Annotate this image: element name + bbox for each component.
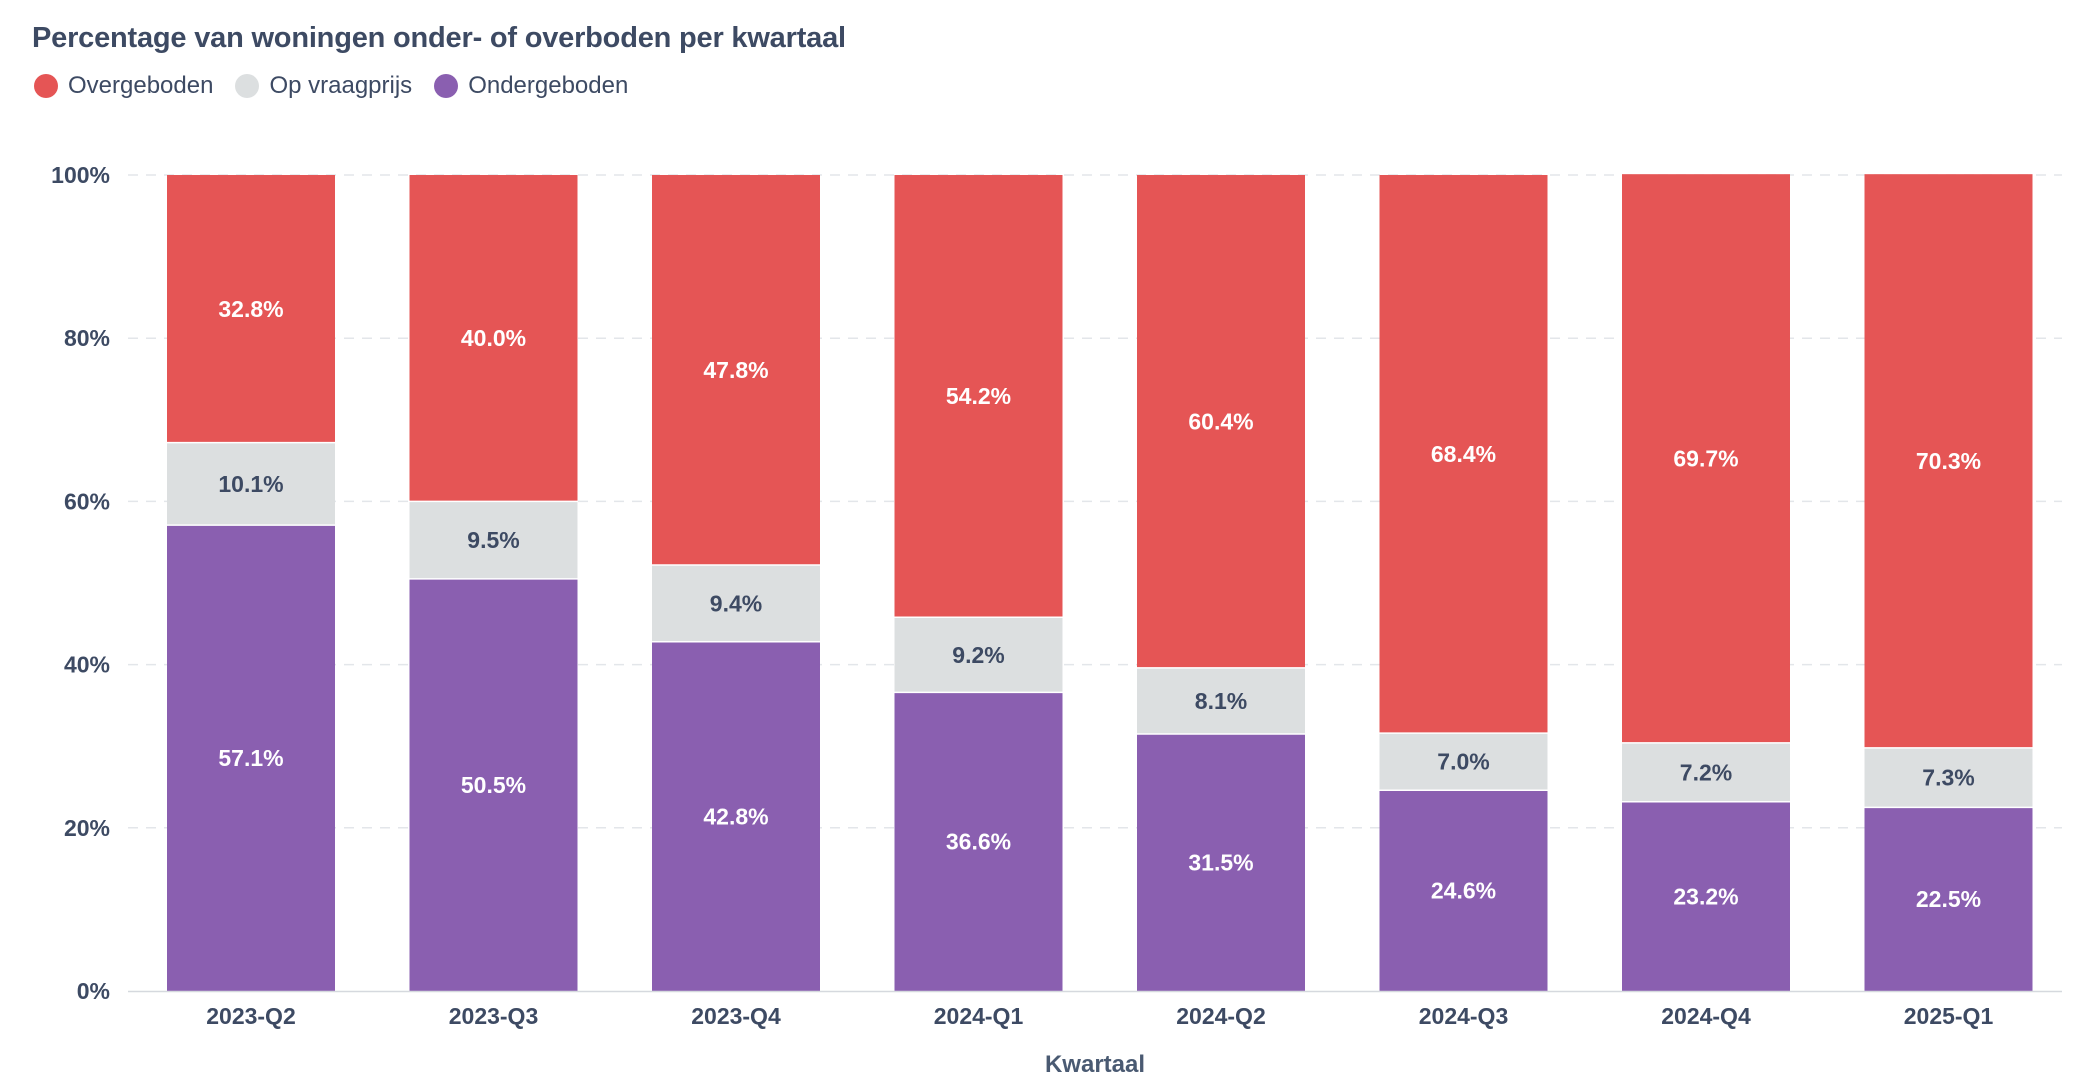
bar-op-vraagprijs-2023-q2[interactable] [167,442,335,526]
bar-op-vraagprijs-2024-q1[interactable] [894,617,1063,693]
x-tick-label: 2024-Q3 [1419,1003,1509,1029]
legend-label-ondergeboden: Ondergeboden [468,72,629,99]
data-label: 10.1% [218,471,283,497]
data-label: 8.1% [1195,688,1247,714]
bar-overgeboden-2024-q4[interactable] [1622,174,1790,743]
y-tick-label: 80% [64,325,110,351]
data-label: 7.2% [1680,759,1732,785]
bar-ondergeboden-2023-q3[interactable] [409,578,578,991]
legend-item-op-vraagprijs[interactable]: Op vraagprijs [235,72,412,100]
data-label: 22.5% [1916,886,1981,912]
y-tick-label: 40% [64,652,110,678]
data-label: 57.1% [218,745,283,771]
data-label: 60.4% [1188,408,1253,434]
bar-op-vraagprijs-2024-q2[interactable] [1137,667,1305,734]
bar-op-vraagprijs-2023-q3[interactable] [409,501,578,579]
data-label: 32.8% [218,296,283,322]
x-axis-title: Kwartaal [1045,1051,1145,1078]
data-label: 31.5% [1188,849,1253,875]
x-tick-label: 2024-Q1 [934,1003,1024,1029]
legend: Overgeboden Op vraagprijs Ondergeboden [34,72,650,100]
data-label: 7.0% [1437,749,1489,775]
bar-ondergeboden-2025-q1[interactable] [1864,807,2033,991]
legend-item-ondergeboden[interactable]: Ondergeboden [434,72,628,100]
x-tick-label: 2024-Q2 [1176,1003,1266,1029]
x-tick-label: 2025-Q1 [1904,1003,1994,1029]
bar-ondergeboden-2024-q2[interactable] [1137,733,1305,991]
bar-op-vraagprijs-2023-q4[interactable] [652,565,820,642]
bar-overgeboden-2025-q1[interactable] [1864,174,2033,748]
y-tick-label: 0% [77,978,110,1004]
bar-op-vraagprijs-2024-q3[interactable] [1379,733,1548,791]
data-label: 69.7% [1673,446,1738,472]
data-label: 40.0% [461,325,526,351]
bar-overgeboden-2023-q3[interactable] [409,175,578,502]
x-tick-label: 2023-Q2 [206,1003,296,1029]
legend-item-overgeboden[interactable]: Overgeboden [34,72,213,100]
bar-ondergeboden-2023-q2[interactable] [167,525,335,991]
bar-ondergeboden-2023-q4[interactable] [652,641,820,991]
bar-ondergeboden-2024-q3[interactable] [1379,790,1548,991]
data-label: 47.8% [703,357,768,383]
x-tick-label: 2023-Q4 [691,1003,781,1029]
x-tick-label: 2023-Q3 [449,1003,539,1029]
y-tick-label: 100% [51,162,110,188]
bar-overgeboden-2023-q4[interactable] [652,175,820,566]
data-label: 9.5% [467,527,519,553]
bar-ondergeboden-2024-q1[interactable] [894,692,1063,991]
chart-title: Percentage van woningen onder- of overbo… [32,22,846,54]
legend-dot-overgeboden [34,74,58,98]
data-label: 50.5% [461,772,526,798]
legend-dot-ondergeboden [434,74,459,98]
y-tick-label: 60% [64,488,110,514]
bar-op-vraagprijs-2024-q4[interactable] [1622,742,1790,802]
x-tick-label: 2024-Q4 [1661,1003,1751,1029]
data-label: 36.6% [946,829,1011,855]
bar-overgeboden-2024-q1[interactable] [894,175,1063,618]
bar-overgeboden-2024-q3[interactable] [1379,175,1548,734]
bar-op-vraagprijs-2025-q1[interactable] [1864,747,2033,808]
data-label: 9.4% [710,590,762,616]
legend-label-overgeboden: Overgeboden [68,72,214,99]
data-label: 42.8% [703,803,768,829]
data-label: 23.2% [1673,883,1738,909]
bar-overgeboden-2023-q2[interactable] [167,175,335,443]
data-label: 7.3% [1922,765,1974,791]
data-label: 68.4% [1431,441,1496,467]
data-label: 9.2% [952,642,1004,668]
bar-ondergeboden-2024-q4[interactable] [1622,801,1790,991]
data-label: 70.3% [1916,448,1981,474]
data-label: 24.6% [1431,878,1496,904]
y-tick-label: 20% [64,815,110,841]
data-label: 54.2% [946,383,1011,409]
legend-dot-op-vraagprijs [235,74,260,98]
bar-overgeboden-2024-q2[interactable] [1137,175,1305,668]
legend-label-op-vraagprijs: Op vraagprijs [269,72,413,99]
